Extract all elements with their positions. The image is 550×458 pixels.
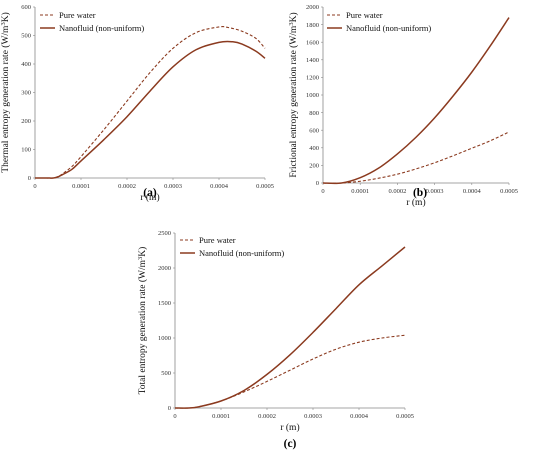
panel-label: (b) [413, 187, 427, 199]
y-axis-label-text: Frictional entropy generation rate (W/m [288, 25, 299, 178]
y-axis-label-end: K) [288, 12, 299, 22]
panel-label: (a) [143, 187, 157, 199]
x-tick-label: 0.0004 [350, 413, 369, 420]
x-tick-label: 0 [321, 188, 324, 195]
y-tick-label: 2500 [158, 230, 171, 237]
x-axis-label-text: r (m) [140, 192, 159, 203]
x-tick-label: 0.0003 [426, 188, 444, 195]
x-axis-label: r (m) [280, 422, 299, 433]
x-tick-label: 0.0005 [500, 188, 518, 195]
x-tick-label: 0.0003 [304, 413, 322, 420]
series-line-pure-water [174, 334, 406, 409]
x-tick-label: 0 [33, 183, 36, 190]
y-tick-label: 200 [21, 118, 31, 125]
y-tick-label: 1400 [306, 57, 319, 64]
x-tick-label: 0.0001 [72, 183, 90, 190]
series-line-nanofluid [322, 17, 510, 185]
y-tick-label: 400 [309, 145, 319, 152]
series-line-pure-water [35, 26, 266, 179]
y-axis-label-superscript: 3 [0, 22, 7, 25]
y-tick-label: 0 [316, 180, 319, 187]
y-axis-label-end: K) [137, 247, 148, 257]
y-tick-label: 600 [21, 4, 31, 11]
chart-panel-c: 0 500 1000 1500 2000 2500 0 0.0001 0.0002 0.0003 0… [137, 230, 414, 450]
x-axis-label: r (m) [140, 192, 159, 203]
x-tick-label: 0.0005 [396, 413, 414, 420]
series-line-nanofluid [35, 40, 266, 179]
y-axis-label-superscript: 3 [137, 257, 144, 260]
y-tick-label: 0 [28, 175, 31, 182]
y-tick-label: 2000 [158, 265, 171, 272]
series-line-nanofluid [174, 246, 406, 409]
y-tick-label: 1000 [158, 335, 171, 342]
x-axis-label-text: r (m) [280, 422, 299, 433]
legend-label: Pure water [59, 10, 96, 20]
legend-label: Pure water [199, 235, 236, 245]
y-axis-label: Total entropy generation rate (W/m3K) [137, 247, 148, 395]
legend-label: Pure water [346, 10, 383, 20]
y-axis-label: Thermal entropy generation rate (W/m3K) [0, 12, 11, 172]
y-tick-label: 1000 [306, 92, 319, 99]
y-tick-label: 2000 [306, 4, 319, 11]
x-tick-label: 0.0001 [212, 413, 230, 420]
y-tick-label: 500 [161, 370, 171, 377]
y-tick-label: 300 [21, 90, 31, 97]
y-tick-label: 800 [309, 110, 319, 117]
y-tick-label: 1600 [306, 39, 319, 46]
y-axis-label-superscript: 3 [288, 22, 295, 25]
x-tick-label: 0.0002 [258, 413, 276, 420]
x-tick-label: 0.0004 [210, 183, 229, 190]
x-tick-label: 0.0002 [118, 183, 136, 190]
y-axis-label-text: Total entropy generation rate (W/m [137, 259, 148, 394]
x-tick-label: 0.0004 [463, 188, 482, 195]
y-tick-label: 0 [168, 405, 171, 412]
y-tick-label: 1200 [306, 75, 319, 82]
x-tick-label: 0.0003 [164, 183, 182, 190]
x-axis-label-text: r (m) [406, 197, 425, 208]
chart-panel-a: 0 100 200 300 400 500 600 0 0.0001 0.0002 0.0003 0.… [0, 4, 274, 203]
y-axis-label-text: Thermal entropy generation rate (W/m [0, 25, 11, 173]
legend-label: Nanofluid (non-uniform) [346, 23, 431, 33]
x-tick-label: 0.0001 [351, 188, 369, 195]
legend-label: Nanofluid (non-uniform) [199, 248, 284, 258]
y-tick-label: 600 [309, 127, 319, 134]
series-line-pure-water [322, 131, 510, 184]
chart-panel-b: 0 200 400 600 800 1000 1200 1400 1600 1800 2000 0 0.… [288, 4, 518, 208]
x-tick-label: 0.0002 [388, 188, 406, 195]
x-axis-label: r (m) [406, 197, 425, 208]
y-tick-label: 400 [21, 61, 31, 68]
y-tick-label: 1500 [158, 300, 171, 307]
x-tick-label: 0 [173, 413, 176, 420]
y-tick-label: 200 [309, 163, 319, 170]
legend-label: Nanofluid (non-uniform) [59, 23, 144, 33]
y-tick-label: 500 [21, 33, 31, 40]
y-tick-label: 100 [21, 147, 31, 154]
panel-label: (c) [284, 438, 297, 450]
y-axis-label-end: K) [0, 12, 11, 22]
y-axis-label: Frictional entropy generation rate (W/m3… [288, 12, 299, 177]
y-tick-label: 1800 [306, 22, 319, 29]
x-tick-label: 0.0005 [256, 183, 274, 190]
